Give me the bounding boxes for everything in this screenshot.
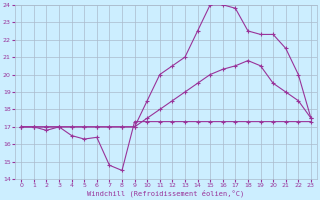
X-axis label: Windchill (Refroidissement éolien,°C): Windchill (Refroidissement éolien,°C)	[87, 190, 245, 197]
